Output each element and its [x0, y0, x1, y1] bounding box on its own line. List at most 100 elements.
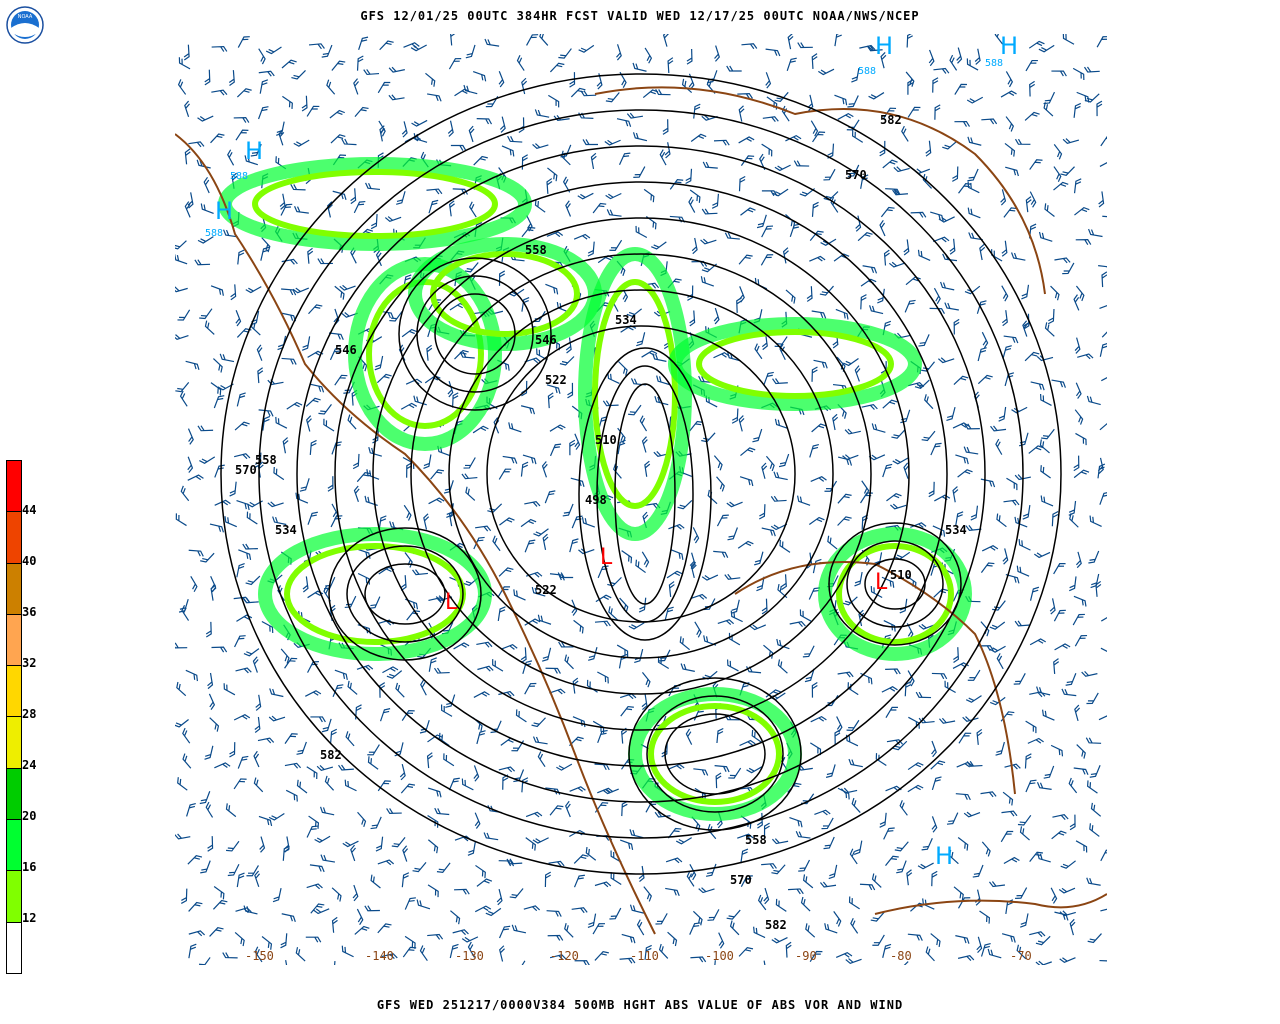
wind-barb	[1029, 191, 1037, 208]
wind-barb	[207, 836, 214, 852]
wind-barb	[664, 606, 674, 621]
wind-barb	[842, 596, 858, 606]
wind-barb	[567, 382, 574, 399]
wind-barb	[184, 201, 191, 218]
wind-barb	[955, 454, 969, 465]
wind-barb	[420, 679, 427, 696]
wind-barb	[837, 516, 852, 526]
wind-barb	[881, 686, 898, 693]
wind-barb	[1089, 515, 1102, 527]
wind-barb	[1061, 688, 1077, 697]
wind-barb	[1051, 379, 1066, 388]
wind-barb	[949, 238, 956, 255]
wind-barb	[594, 950, 609, 961]
wind-barb	[1100, 849, 1107, 862]
wind-barb	[866, 45, 883, 52]
wind-barb	[835, 308, 849, 320]
wind-barb	[426, 344, 433, 361]
wind-barb	[778, 453, 790, 468]
wind-barb	[498, 925, 511, 939]
wind-barb	[636, 919, 645, 936]
wind-barb	[449, 943, 459, 959]
wind-barb	[370, 874, 381, 889]
wind-barb	[301, 336, 311, 351]
wind-barb	[846, 719, 860, 731]
wind-barb	[454, 888, 470, 895]
longitude-label: -150	[245, 949, 274, 963]
wind-barb	[463, 457, 476, 469]
wind-barb	[968, 232, 983, 241]
wind-barb	[609, 239, 623, 251]
wind-barb	[238, 549, 252, 560]
contour-label: 510	[890, 568, 912, 582]
wind-barb	[869, 305, 884, 315]
wind-barb	[448, 57, 462, 70]
wind-barb	[626, 308, 643, 318]
wind-barb	[295, 492, 309, 504]
wind-barb	[828, 864, 838, 880]
wind-barb	[667, 827, 682, 839]
wind-barb	[952, 166, 959, 182]
wind-barb	[1020, 913, 1029, 928]
wind-barb	[616, 118, 632, 127]
wind-barb	[223, 683, 236, 696]
wind-barb	[284, 657, 298, 669]
wind-barb	[607, 372, 620, 384]
wind-barb	[638, 865, 645, 883]
wind-barb	[234, 453, 251, 460]
wind-barb	[714, 45, 720, 62]
wind-barb	[525, 837, 536, 851]
wind-barb	[931, 672, 948, 680]
wind-barb	[350, 188, 357, 205]
wind-barb	[197, 115, 214, 122]
wind-barb	[224, 516, 237, 528]
wind-barb	[175, 254, 188, 265]
wind-barb	[953, 375, 969, 385]
wind-barb	[785, 289, 796, 304]
wind-barb	[1085, 737, 1102, 744]
wind-barb	[278, 129, 285, 146]
wind-barb	[210, 584, 217, 601]
wind-barb	[806, 286, 813, 302]
wind-barb	[818, 68, 835, 76]
wind-barb	[1074, 337, 1081, 354]
wind-barb	[809, 443, 820, 458]
wind-barb	[789, 817, 803, 828]
wind-barb	[294, 206, 309, 214]
wind-barb	[404, 897, 416, 910]
wind-barb	[1029, 931, 1046, 938]
wind-barb	[236, 88, 252, 98]
wind-barb	[569, 786, 586, 792]
colorbar-label: 20	[22, 809, 37, 823]
wind-barb	[329, 728, 338, 744]
wind-barb	[236, 872, 245, 888]
wind-barb	[451, 392, 459, 408]
longitude-label: -80	[890, 949, 912, 963]
wind-barb	[207, 672, 214, 690]
height-contour	[398, 257, 552, 411]
wind-barb	[280, 933, 288, 949]
wind-barb	[1073, 469, 1090, 479]
wind-barb	[565, 800, 571, 818]
wind-barb	[893, 166, 910, 173]
wind-barb	[632, 62, 647, 72]
wind-barb	[570, 87, 586, 98]
wind-barb	[401, 872, 410, 888]
wind-barb	[473, 691, 490, 698]
wind-barb	[903, 239, 910, 256]
wind-barb	[1002, 548, 1009, 565]
wind-barb	[1018, 539, 1031, 551]
wind-barb	[428, 199, 439, 214]
wind-barb	[329, 109, 345, 119]
wind-barb	[967, 207, 981, 219]
wind-barb	[571, 599, 578, 616]
wind-barb	[1022, 320, 1029, 337]
wind-barb	[1099, 421, 1107, 431]
wind-barb	[532, 837, 549, 844]
wind-barb	[565, 200, 572, 217]
chart-title: GFS 12/01/25 00UTC 384HR FCST VALID WED …	[360, 9, 920, 23]
wind-barb	[835, 951, 853, 958]
wind-barb	[928, 49, 935, 67]
wind-barb	[177, 777, 188, 791]
wind-barb	[907, 784, 924, 793]
